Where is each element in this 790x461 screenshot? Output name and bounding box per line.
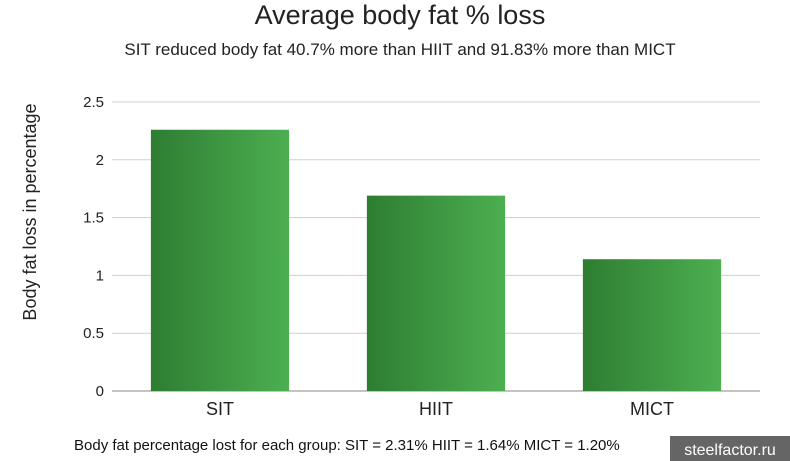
y-tick-labels: 0 0.5 1 1.5 2 2.5 (83, 94, 104, 400)
x-tick-label: SIT (206, 399, 234, 419)
x-tick-label: HIIT (419, 399, 453, 419)
watermark: steelfactor.ru (670, 436, 790, 461)
y-tick-label: 1 (96, 267, 104, 284)
y-tick-label: 2 (96, 152, 104, 169)
watermark-text: steelfactor.ru (684, 442, 776, 459)
watermark-background (670, 436, 790, 461)
y-tick-label: 0.5 (83, 325, 104, 342)
footer-note: Body fat percentage lost for each group:… (74, 437, 620, 454)
bar-hiit (366, 195, 506, 391)
y-tick-label: 0 (96, 383, 104, 400)
x-tick-label: MICT (630, 399, 674, 419)
chart-subtitle: SIT reduced body fat 40.7% more than HII… (124, 40, 675, 59)
bars (150, 129, 722, 391)
y-tick-label: 2.5 (83, 94, 104, 111)
bar-mict (582, 259, 722, 391)
y-axis-label: Body fat loss in percentage (20, 103, 40, 320)
bar-sit (150, 129, 290, 391)
y-tick-label: 1.5 (83, 210, 104, 227)
chart-title: Average body fat % loss (255, 0, 546, 30)
x-tick-labels: SIT HIIT MICT (206, 399, 674, 419)
